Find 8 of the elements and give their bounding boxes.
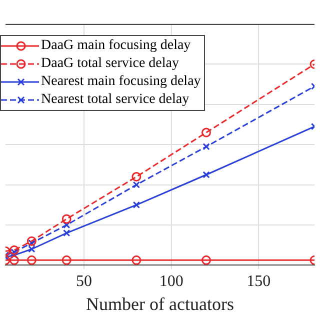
x-tick-label: 150 [246,273,271,290]
legend-label: Nearest main focusing delay [41,73,201,91]
x-tick-label: 50 [76,273,92,290]
x-axis-title: Number of actuators [86,294,234,314]
x-tick-label: 100 [159,273,184,290]
legend-label: Nearest total service delay [41,91,190,109]
legend-label: DaaG main focusing delay [41,37,191,55]
legend-label: DaaG total service delay [41,55,179,73]
